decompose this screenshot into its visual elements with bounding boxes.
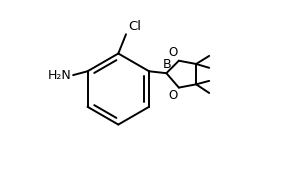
Text: B: B (163, 58, 172, 71)
Text: O: O (168, 46, 177, 59)
Text: O: O (168, 89, 177, 102)
Text: Cl: Cl (128, 20, 141, 33)
Text: H₂N: H₂N (47, 69, 71, 82)
